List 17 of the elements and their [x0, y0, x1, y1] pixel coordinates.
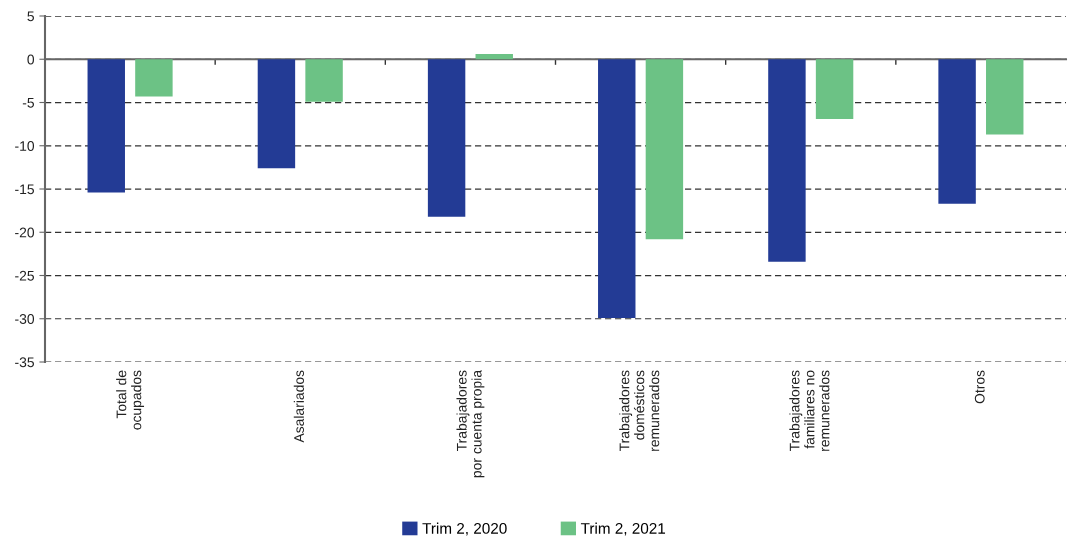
x-tick-label: Trabajadores por cuenta propia — [456, 369, 485, 478]
y-tick-label: -15 — [15, 184, 34, 195]
y-tick-label: 0 — [27, 54, 35, 65]
y-tick-label: -35 — [15, 357, 34, 368]
y-tick-label: -10 — [15, 141, 35, 151]
x-tick-label: Otros — [974, 370, 985, 404]
x-tick-label: Trabajadores domésticos remunerados — [619, 370, 660, 451]
y-tick-label: -5 — [22, 97, 34, 108]
x-tick-label: Total de ocupados — [116, 370, 145, 430]
y-tick-label: -20 — [15, 227, 35, 238]
y-tick-label: 5 — [27, 11, 34, 22]
y-tick-label: -30 — [15, 314, 35, 324]
y-tick-label: -25 — [15, 270, 34, 281]
legend-label: Trim 2, 2021 — [580, 522, 666, 536]
legend-label: Trim 2, 2020 — [422, 522, 507, 536]
x-tick-label: Asalariados — [293, 370, 304, 443]
x-tick-label: Trabajadores familiares no remunerados — [789, 370, 830, 451]
